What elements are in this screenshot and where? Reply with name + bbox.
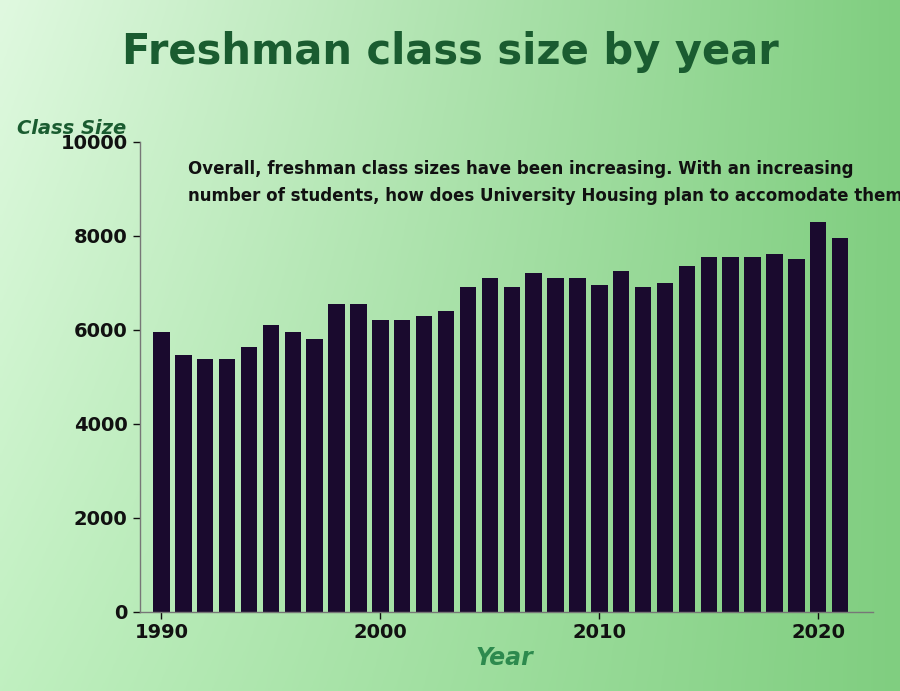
Bar [350, 304, 366, 612]
Text: Class Size: Class Size [17, 120, 127, 138]
Bar [569, 278, 586, 612]
Bar [284, 332, 301, 612]
Bar [547, 278, 563, 612]
Text: Year: Year [475, 646, 533, 670]
Bar [832, 238, 849, 612]
Bar [437, 311, 454, 612]
Bar [679, 266, 695, 612]
Bar [307, 339, 323, 612]
Bar [526, 273, 542, 612]
Bar [613, 271, 629, 612]
Bar [460, 287, 476, 612]
Bar [482, 278, 498, 612]
Text: Overall, freshman class sizes have been increasing. With an increasing
number of: Overall, freshman class sizes have been … [188, 160, 900, 205]
Bar [591, 285, 608, 612]
Bar [503, 287, 520, 612]
Bar [788, 259, 805, 612]
Bar [634, 287, 652, 612]
Text: Freshman class size by year: Freshman class size by year [122, 30, 778, 73]
Bar [394, 320, 410, 612]
Bar [241, 348, 257, 612]
Bar [219, 359, 235, 612]
Bar [744, 257, 760, 612]
Bar [372, 320, 389, 612]
Bar [416, 316, 432, 612]
Bar [766, 254, 783, 612]
Bar [810, 222, 826, 612]
Bar [263, 325, 279, 612]
Bar [657, 283, 673, 612]
Bar [700, 257, 717, 612]
Bar [723, 257, 739, 612]
Bar [328, 304, 345, 612]
Bar [153, 332, 169, 612]
Bar [176, 355, 192, 612]
Bar [197, 359, 213, 612]
